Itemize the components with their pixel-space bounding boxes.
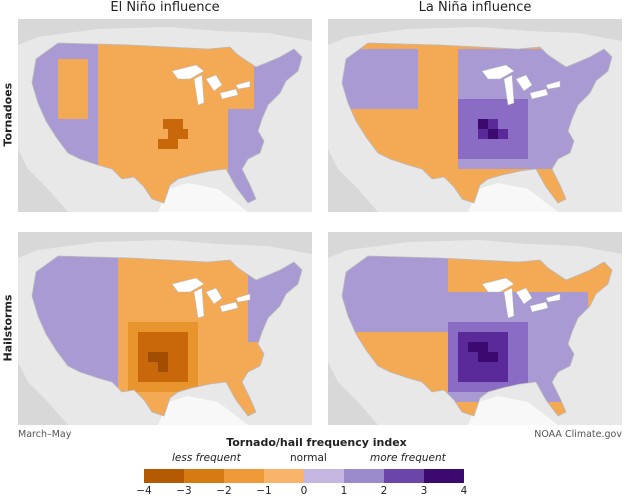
legend-tick-2: −2 xyxy=(216,485,232,497)
legend-swatch-2 xyxy=(224,469,264,483)
legend-normal-label: normal xyxy=(290,452,327,464)
map-el-nino-tornadoes xyxy=(18,19,312,212)
legend-less-label: less frequent xyxy=(172,452,241,464)
footnote-credit: NOAA Climate.gov xyxy=(534,429,622,440)
legend-swatch-4 xyxy=(304,469,344,483)
legend-swatch-5 xyxy=(344,469,384,483)
legend-tick-3: −1 xyxy=(256,485,272,497)
legend-color-bar xyxy=(144,469,464,483)
legend-tick-1: −3 xyxy=(176,485,192,497)
row-label-tornadoes: Tornadoes xyxy=(1,82,15,147)
legend-more-label: more frequent xyxy=(370,452,446,464)
legend-tick-7: 3 xyxy=(420,485,428,497)
legend-tick-5: 1 xyxy=(340,485,348,497)
legend-tick-4: 0 xyxy=(300,485,308,497)
legend-swatch-7 xyxy=(424,469,464,483)
footnote-season: March–May xyxy=(18,429,72,440)
legend-tick-8: 4 xyxy=(460,485,468,497)
legend-swatch-3 xyxy=(264,469,304,483)
title-el-nino: El Niño influence xyxy=(110,0,220,15)
legend-swatch-6 xyxy=(384,469,424,483)
legend-swatch-0 xyxy=(144,469,184,483)
map-la-nina-tornadoes xyxy=(328,19,622,212)
map-el-nino-hailstorms xyxy=(18,232,312,425)
legend-title: Tornado/hail frequency index xyxy=(226,436,407,449)
row-label-hailstorms: Hailstorms xyxy=(1,294,15,362)
legend-tick-0: −4 xyxy=(136,485,152,497)
title-la-nina: La Niña influence xyxy=(418,0,532,15)
legend-tick-6: 2 xyxy=(380,485,388,497)
map-la-nina-hailstorms xyxy=(328,232,622,425)
legend-swatch-1 xyxy=(184,469,224,483)
